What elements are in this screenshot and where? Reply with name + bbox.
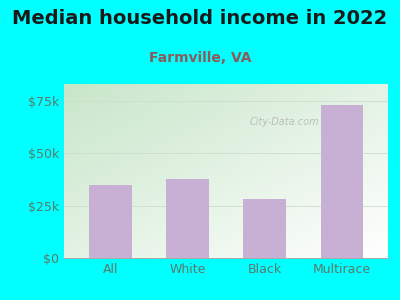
Bar: [89, 184, 132, 258]
Text: Farmville, VA: Farmville, VA: [149, 51, 251, 65]
Bar: [166, 179, 209, 258]
Bar: [320, 105, 363, 258]
Bar: [243, 199, 286, 258]
Text: Median household income in 2022: Median household income in 2022: [12, 9, 388, 28]
Text: City-Data.com: City-Data.com: [250, 117, 319, 127]
